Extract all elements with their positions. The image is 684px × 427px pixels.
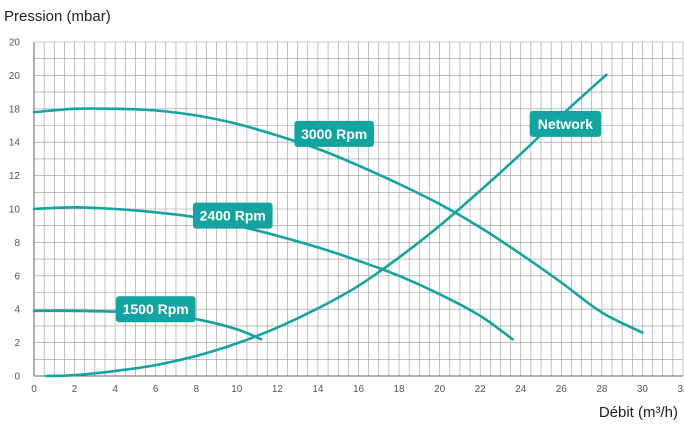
series-label-text: Network <box>538 116 593 132</box>
series-label-box <box>529 110 602 137</box>
y-tick-label: 8 <box>14 238 20 249</box>
x-tick-label: 30 <box>637 384 649 395</box>
x-tick-label: 4 <box>112 384 118 395</box>
y-tick-label: 4 <box>14 305 20 316</box>
x-tick-label: 24 <box>515 384 527 395</box>
x-tick-labels: 02468101214161820222426283032 <box>31 384 684 395</box>
y-tick-label: 2 <box>14 338 20 349</box>
series-label-text: 2400 Rpm <box>200 208 266 224</box>
series-label-3000-rpm: 3000 Rpm <box>294 120 374 147</box>
x-tick-label: 16 <box>353 384 365 395</box>
x-tick-label: 12 <box>272 384 284 395</box>
x-tick-label: 0 <box>31 384 37 395</box>
series-labels: 3000 Rpm 2400 Rpm 1500 Rpm Network <box>115 110 602 323</box>
y-tick-label: 10 <box>9 205 21 216</box>
x-axis-title: Débit (m³/h) <box>598 404 678 421</box>
series-line-network <box>44 73 608 378</box>
x-tick-label: 28 <box>596 384 608 395</box>
series-label-network: Network <box>529 110 602 137</box>
y-tick-label: 0 <box>14 372 20 383</box>
y-tick-labels: 0 2 4 6 8 10 12 14 18 20 20 <box>9 38 21 383</box>
x-tick-label: 2 <box>72 384 78 395</box>
x-tick-label: 10 <box>231 384 243 395</box>
series-label-text: 1500 Rpm <box>123 301 189 317</box>
chart-grid <box>33 41 684 377</box>
series-label-box <box>294 120 374 147</box>
x-tick-label: 22 <box>475 384 487 395</box>
y-tick-label: 12 <box>9 171 21 182</box>
x-tick-label: 8 <box>193 384 199 395</box>
y-tick-label: 18 <box>9 104 21 115</box>
x-tick-label: 32 <box>677 384 684 395</box>
series-label-1500-rpm: 1500 Rpm <box>115 296 196 323</box>
y-axis-title: Pression (mbar) <box>4 8 111 25</box>
series-label-box <box>192 202 273 229</box>
series-line-3000-rpm <box>32 107 644 334</box>
x-tick-label: 6 <box>153 384 159 395</box>
x-tick-label: 18 <box>394 384 406 395</box>
y-tick-label: 20 <box>9 38 21 49</box>
series-label-box <box>115 296 196 323</box>
x-tick-label: 26 <box>556 384 568 395</box>
series-label-2400-rpm: 2400 Rpm <box>192 202 273 229</box>
y-tick-label: 14 <box>9 138 21 149</box>
y-tick-label: 6 <box>14 271 20 282</box>
series-label-text: 3000 Rpm <box>301 126 367 142</box>
series-line-2400-rpm <box>32 205 514 341</box>
y-tick-label: 20 <box>9 71 21 82</box>
x-tick-label: 14 <box>312 384 324 395</box>
x-tick-label: 20 <box>434 384 446 395</box>
